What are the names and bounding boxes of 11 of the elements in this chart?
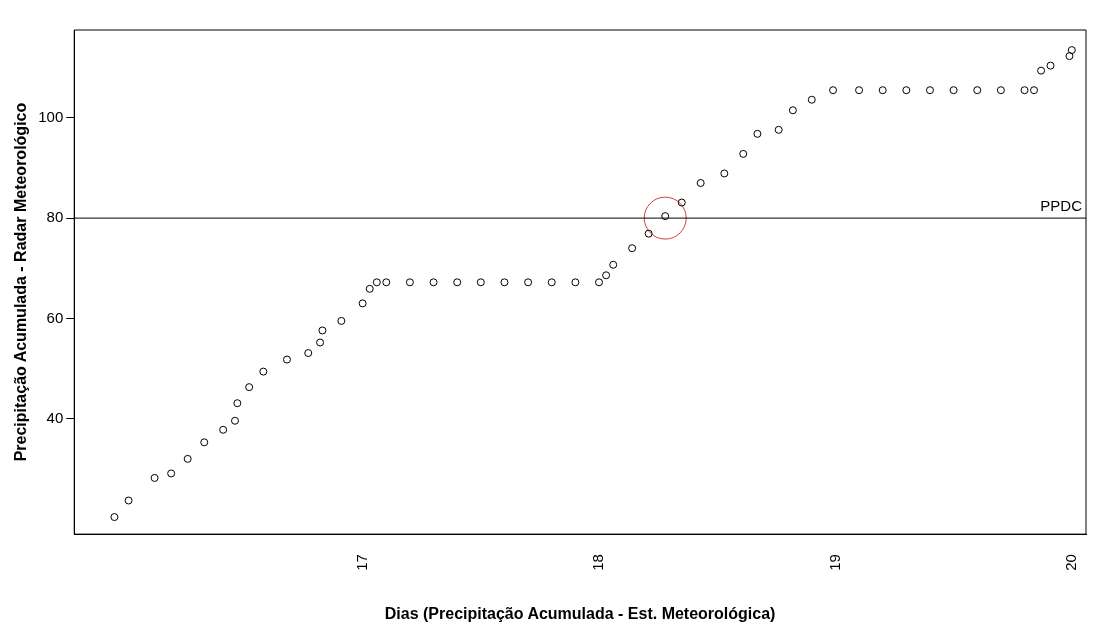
ref-line-label: PPDC — [1040, 196, 1083, 214]
y-tick-label: 80 — [46, 208, 64, 226]
y-tick-label: 40 — [46, 408, 64, 426]
y-axis-title: Precipitação Acumulada - Radar Meteorológico — [12, 102, 30, 462]
x-axis-title: Dias (Precipitação Acumulada - Est. Meteorológica) — [384, 604, 776, 622]
x-tick-label: 17 — [352, 554, 370, 571]
x-tick-label: 20 — [1061, 554, 1079, 571]
y-tick-label: 100 — [38, 107, 64, 125]
x-tick-label: 19 — [825, 554, 843, 571]
x-tick-label: 18 — [589, 554, 607, 571]
y-tick-label: 60 — [46, 308, 64, 326]
